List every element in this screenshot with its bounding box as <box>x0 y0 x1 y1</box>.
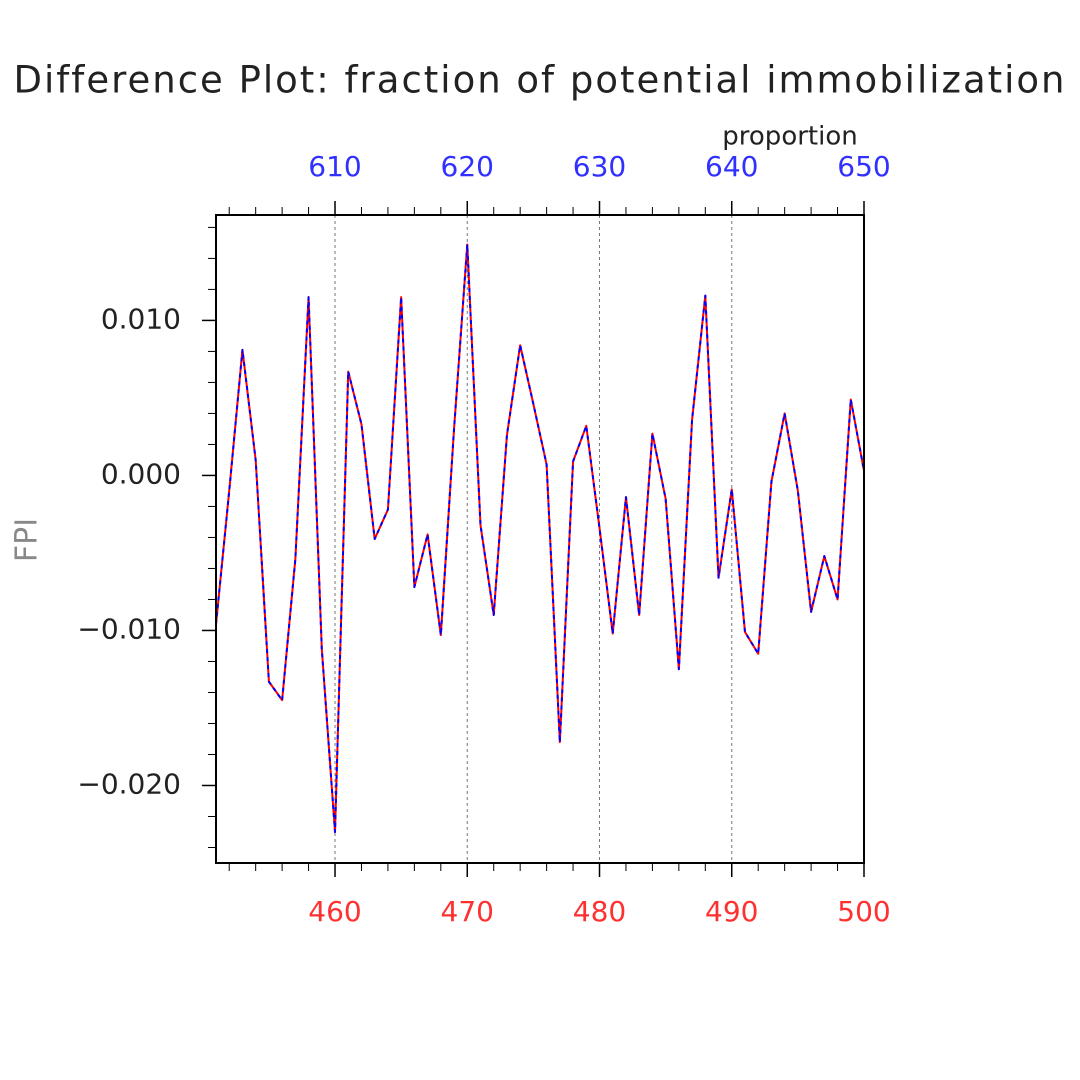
chart-title: Difference Plot: fraction of potential i… <box>14 59 1067 102</box>
x-tick-label: 470 <box>441 895 494 928</box>
y-tick-label: −0.010 <box>77 612 181 645</box>
plot-frame <box>215 214 865 864</box>
x2-tick-label: 650 <box>837 150 890 183</box>
y-axis-label: FPI <box>10 518 45 562</box>
data-line <box>215 243 865 833</box>
x2-tick-label: 620 <box>441 150 494 183</box>
y-tick-label: −0.020 <box>77 767 181 800</box>
x-tick-label: 500 <box>837 895 890 928</box>
x-tick-label: 490 <box>705 895 758 928</box>
y-tick-label: 0.000 <box>101 457 181 490</box>
x-tick-label: 480 <box>573 895 626 928</box>
x2-axis-label: proportion <box>722 122 857 152</box>
x2-tick-label: 630 <box>573 150 626 183</box>
y-tick-label: 0.010 <box>101 302 181 335</box>
x2-tick-label: 610 <box>308 150 361 183</box>
x-tick-label: 460 <box>308 895 361 928</box>
x2-tick-label: 640 <box>705 150 758 183</box>
